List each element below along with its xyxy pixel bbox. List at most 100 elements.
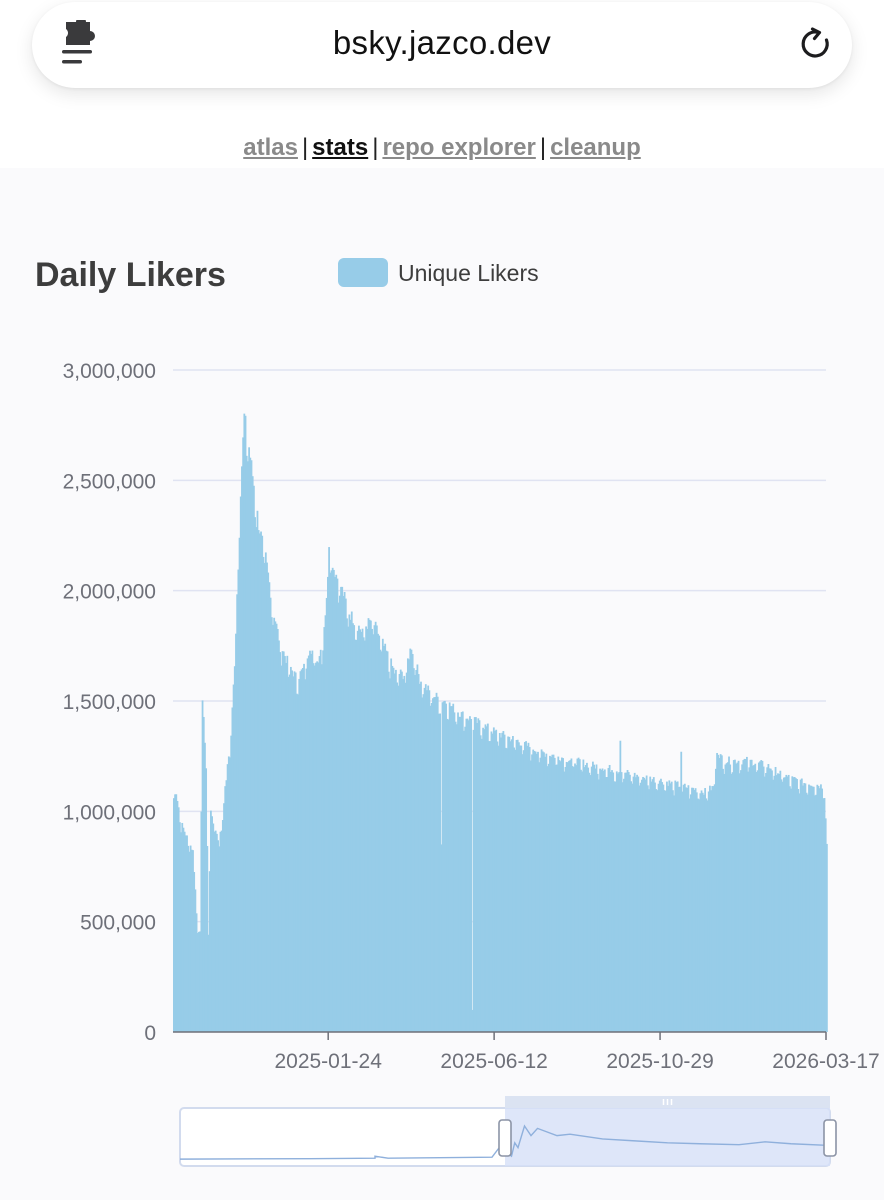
bar[interactable] [509,741,512,1032]
bar[interactable] [688,798,691,1032]
bar[interactable] [596,773,599,1032]
bar[interactable] [230,735,233,1032]
bar[interactable] [643,777,646,1032]
bar[interactable] [244,415,247,1033]
bar[interactable] [299,671,302,1032]
bar[interactable] [694,788,697,1032]
zoom-handle[interactable] [498,1119,512,1157]
bar[interactable] [355,639,358,1032]
nav-link-atlas[interactable]: atlas [243,134,298,161]
bar[interactable] [416,664,419,1032]
bar[interactable] [173,798,175,1032]
bar[interactable] [676,781,679,1032]
bar[interactable] [175,794,178,1032]
bar[interactable] [498,732,501,1032]
bar[interactable] [205,768,208,1032]
bar[interactable] [550,756,553,1032]
bar[interactable] [821,788,824,1032]
bar[interactable] [736,762,739,1032]
bar[interactable] [305,668,308,1032]
bar[interactable] [523,742,526,1032]
bar[interactable] [264,552,267,1032]
bar[interactable] [443,700,446,1032]
bar[interactable] [533,750,536,1032]
bar[interactable] [390,658,393,1032]
nav-link-stats[interactable]: stats [312,134,369,161]
bar[interactable] [822,798,825,1032]
bar[interactable] [276,629,279,1032]
bar[interactable] [744,759,747,1032]
bar[interactable] [183,831,186,1032]
bar[interactable] [755,772,758,1032]
bar[interactable] [404,682,407,1032]
bar[interactable] [342,595,345,1032]
bar[interactable] [546,766,549,1032]
bar[interactable] [781,781,784,1032]
bar[interactable] [703,794,705,1032]
bar[interactable] [418,683,421,1032]
bar[interactable] [687,785,690,1032]
bar[interactable] [215,833,218,1032]
bar[interactable] [625,772,628,1032]
bar[interactable] [195,913,198,1032]
bar[interactable] [718,758,721,1032]
bar[interactable] [461,711,464,1032]
bar[interactable] [430,702,433,1032]
bar[interactable] [331,567,334,1032]
bar[interactable] [217,840,219,1032]
bar[interactable] [353,625,356,1032]
bar[interactable] [306,658,309,1032]
bar[interactable] [490,731,493,1032]
bar[interactable] [260,531,262,1032]
bar[interactable] [235,633,237,1032]
bar[interactable] [644,779,647,1032]
bar[interactable] [636,774,638,1032]
nav-link-cleanup[interactable]: cleanup [550,134,641,161]
bar[interactable] [340,586,342,1032]
bar[interactable] [465,718,468,1032]
daily-likers-chart[interactable]: 0 500,000 1,000,000 1,500,000 2,000,000 2,500… [0,340,884,1080]
bar[interactable] [551,754,554,1032]
bar[interactable] [270,617,273,1032]
bar[interactable] [384,643,387,1032]
bar[interactable] [674,780,677,1032]
bar[interactable] [268,582,271,1032]
bar[interactable] [823,798,826,1032]
bar[interactable] [223,803,225,1032]
bar[interactable] [559,761,562,1032]
bar[interactable] [362,637,365,1032]
bar[interactable] [661,782,664,1032]
bar[interactable] [218,846,221,1032]
bar[interactable] [672,790,674,1032]
bar[interactable] [602,770,605,1032]
bar[interactable] [723,773,726,1032]
bar[interactable] [354,639,357,1032]
bar[interactable] [765,772,767,1032]
bar[interactable] [180,832,182,1032]
bar[interactable] [459,716,462,1032]
bar[interactable] [623,778,625,1032]
bar[interactable] [403,675,406,1032]
bar[interactable] [595,764,598,1032]
bar[interactable] [371,628,373,1032]
bar[interactable] [772,779,775,1032]
bar[interactable] [224,786,227,1032]
bar[interactable] [540,749,543,1032]
bar[interactable] [337,602,340,1032]
bar[interactable] [221,820,224,1032]
bar[interactable] [606,777,609,1032]
bar[interactable] [241,466,243,1032]
bar[interactable] [366,628,369,1032]
bar[interactable] [219,831,222,1032]
bar[interactable] [188,851,191,1032]
bar[interactable] [476,722,479,1032]
bar[interactable] [617,773,619,1032]
bar[interactable] [393,673,396,1032]
bar[interactable] [280,665,283,1032]
bar[interactable] [449,706,452,1032]
zoom-handle[interactable] [823,1119,837,1157]
bar[interactable] [192,850,194,1032]
bar[interactable] [207,934,210,1032]
bar[interactable] [178,822,181,1032]
bar[interactable] [637,776,640,1032]
